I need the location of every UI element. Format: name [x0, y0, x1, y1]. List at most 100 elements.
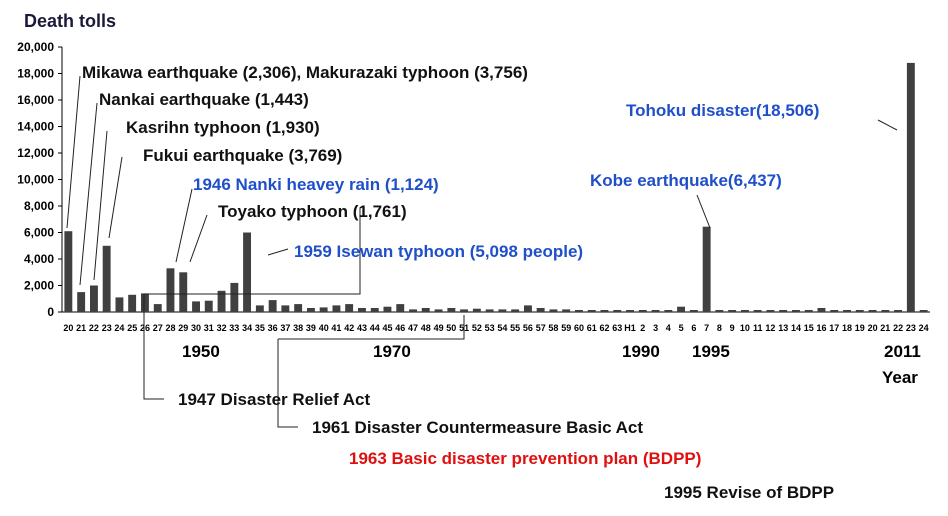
x-tick-label: 2 [640, 323, 645, 333]
bar-48 [421, 308, 430, 312]
x-tick-label: 45 [382, 323, 392, 333]
bar-11 [753, 310, 762, 312]
x-tick-label: 16 [816, 323, 826, 333]
y-tick-label: 12,000 [17, 146, 54, 160]
x-tick-label: 22 [89, 323, 99, 333]
x-tick-label: 55 [510, 323, 520, 333]
bar-31 [204, 300, 213, 312]
decade-label-2011: 2011 [884, 342, 921, 361]
bar-18 [843, 310, 851, 312]
y-tick-label: 6,000 [24, 226, 54, 240]
bar-29 [179, 272, 188, 313]
x-tick-label: 30 [191, 323, 201, 333]
decade-label-1990: 1990 [622, 342, 660, 361]
x-tick-label: 61 [587, 323, 597, 333]
bar-56 [524, 305, 532, 312]
x-tick-label: 5 [679, 323, 684, 333]
x-tick-label: 12 [765, 323, 775, 333]
bar-50 [447, 308, 456, 312]
x-tick-label: 7 [704, 323, 709, 333]
decade-label-1995: 1995 [692, 342, 730, 361]
bar-53 [485, 309, 494, 312]
bar-54 [498, 309, 507, 312]
bar-59 [562, 309, 571, 312]
bar-55 [511, 309, 520, 312]
x-tick-label: 56 [523, 323, 533, 333]
bar-22 [90, 285, 98, 312]
bar-23 [906, 62, 915, 313]
x-tick-label: 20 [63, 323, 73, 333]
bar-21 [881, 310, 890, 312]
annotation-nanki: 1946 Nanki heavey rain (1,124) [193, 175, 439, 194]
bar-38 [294, 304, 303, 312]
bar-41 [332, 305, 341, 312]
bar-40 [319, 307, 328, 312]
x-tick-label: 18 [842, 323, 852, 333]
x-tick-label: 37 [280, 323, 290, 333]
x-tick-label: 46 [395, 323, 405, 333]
bar-39 [307, 308, 315, 312]
x-axis-label: Year [882, 368, 918, 387]
x-tick-label: 39 [306, 323, 316, 333]
legislation-bdpp: 1963 Basic disaster prevention plan (BDP… [349, 449, 701, 468]
x-tick-label: 53 [485, 323, 495, 333]
x-tick-label: 63 [612, 323, 622, 333]
annotation-leader-lines [66, 75, 898, 286]
bar-19 [855, 310, 864, 312]
bar-15 [804, 310, 813, 312]
legislation-revise: 1995 Revise of BDPP [664, 483, 834, 502]
annotation-kasrihn: Kasrihn typhoon (1,930) [126, 118, 320, 137]
x-tick-label: 48 [421, 323, 431, 333]
x-tick-label: 8 [717, 323, 722, 333]
y-tick-label: 10,000 [17, 173, 54, 187]
annotation-tohoku: Tohoku disaster(18,506) [626, 101, 819, 120]
bar-44 [370, 308, 379, 312]
x-tick-group: 20 21 22 23 24 25 26 27 28 29 30 31 32 33 34 35 36 37 38 39… [63, 323, 928, 333]
x-tick-label: 33 [229, 323, 239, 333]
x-tick-label: 28 [165, 323, 175, 333]
legislation-relief-act: 1947 Disaster Relief Act [178, 390, 370, 409]
bar-20 [64, 231, 73, 312]
y-tick-label: 20,000 [17, 40, 54, 54]
x-tick-label: 57 [536, 323, 546, 333]
bar-32 [217, 290, 226, 312]
annotation-kobe: Kobe earthquake(6,437) [590, 171, 782, 190]
decade-label-1970: 1970 [373, 342, 411, 361]
bar-57 [536, 308, 545, 312]
x-tick-label: 3 [653, 323, 658, 333]
bar-46 [396, 304, 405, 312]
bar-27 [153, 304, 162, 312]
bar-52 [472, 308, 481, 312]
x-tick-label: 29 [178, 323, 188, 333]
annotation-isewan: 1959 Isewan typhoon (5,098 people) [294, 242, 583, 261]
bar-6 [689, 310, 698, 312]
decade-label-1950: 1950 [182, 342, 220, 361]
legislation-basic-act: 1961 Disaster Countermeasure Basic Act [312, 418, 643, 437]
x-tick-label: 6 [691, 323, 696, 333]
x-tick-label: 11 [753, 323, 763, 333]
bar-5 [677, 306, 685, 312]
bar-2 [638, 310, 647, 312]
bar-60 [575, 310, 583, 312]
bar-61 [587, 310, 596, 312]
x-tick-label: 24 [919, 323, 929, 333]
bar-10 [741, 310, 749, 312]
x-tick-label: 32 [217, 323, 227, 333]
y-tick-label: 4,000 [24, 252, 54, 266]
bar-12 [766, 310, 775, 312]
x-tick-label: 14 [791, 323, 801, 333]
bar-20 [868, 310, 877, 312]
bar-36 [268, 300, 277, 312]
x-tick-label: 50 [446, 323, 456, 333]
y-tick-group: 0 2,000 4,000 6,000 8,000 10,000 12,000 14,000 1… [17, 40, 62, 319]
x-tick-label: 47 [408, 323, 418, 333]
y-tick-label: 14,000 [17, 120, 54, 134]
bar-24 [919, 310, 928, 312]
x-tick-label: 62 [599, 323, 609, 333]
bar-14 [792, 310, 800, 312]
bar-8 [715, 310, 724, 312]
bar-H1 [626, 310, 634, 312]
x-tick-label: 21 [76, 323, 86, 333]
bar-26 [141, 293, 149, 312]
